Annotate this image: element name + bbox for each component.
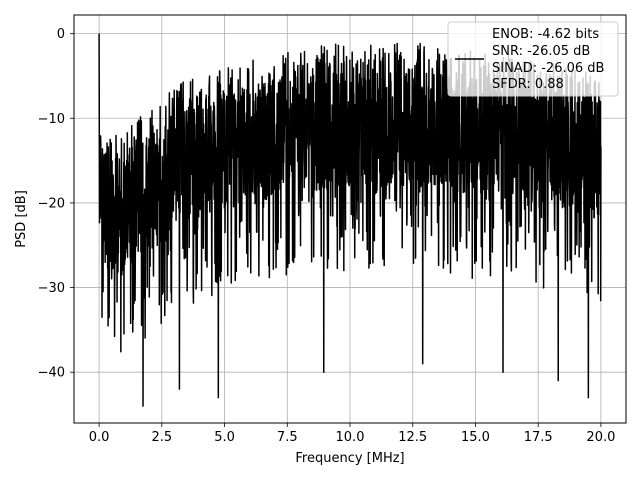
x-tick-label: 20.0 [586,430,615,445]
y-tick-label: 0 [57,27,65,42]
x-tick-label: 17.5 [524,430,553,445]
y-tick-label: −20 [38,196,65,211]
x-tick-label: 0.0 [89,430,110,445]
y-axis-label: PSD [dB] [14,190,29,248]
x-axis-ticks: 0.0 2.5 5.0 7.5 10.0 12.5 15.0 17.5 20.0 [89,423,615,445]
x-tick-label: 2.5 [151,430,172,445]
x-tick-label: 10.0 [336,430,365,445]
y-axis-ticks: 0 −10 −20 −30 −40 [38,27,74,381]
x-tick-label: 5.0 [214,430,235,445]
legend-line-sinad: SINAD: -26.06 dB [492,61,604,76]
y-tick-label: −40 [38,366,65,381]
legend: ENOB: -4.62 bits SNR: -26.05 dB SINAD: -… [447,21,619,97]
psd-series-line [98,33,602,407]
x-tick-label: 7.5 [277,430,298,445]
x-tick-label: 12.5 [398,430,427,445]
legend-line-sfdr: SFDR: 0.88 [492,77,564,92]
legend-line-snr: SNR: -26.05 dB [492,44,590,59]
x-tick-label: 15.0 [461,430,490,445]
plot-area [98,33,602,407]
y-tick-label: −30 [38,281,65,296]
x-axis-label: Frequency [MHz] [295,451,404,466]
legend-box [447,21,619,97]
legend-line-enob: ENOB: -4.62 bits [492,27,599,42]
y-tick-label: −10 [38,112,65,127]
